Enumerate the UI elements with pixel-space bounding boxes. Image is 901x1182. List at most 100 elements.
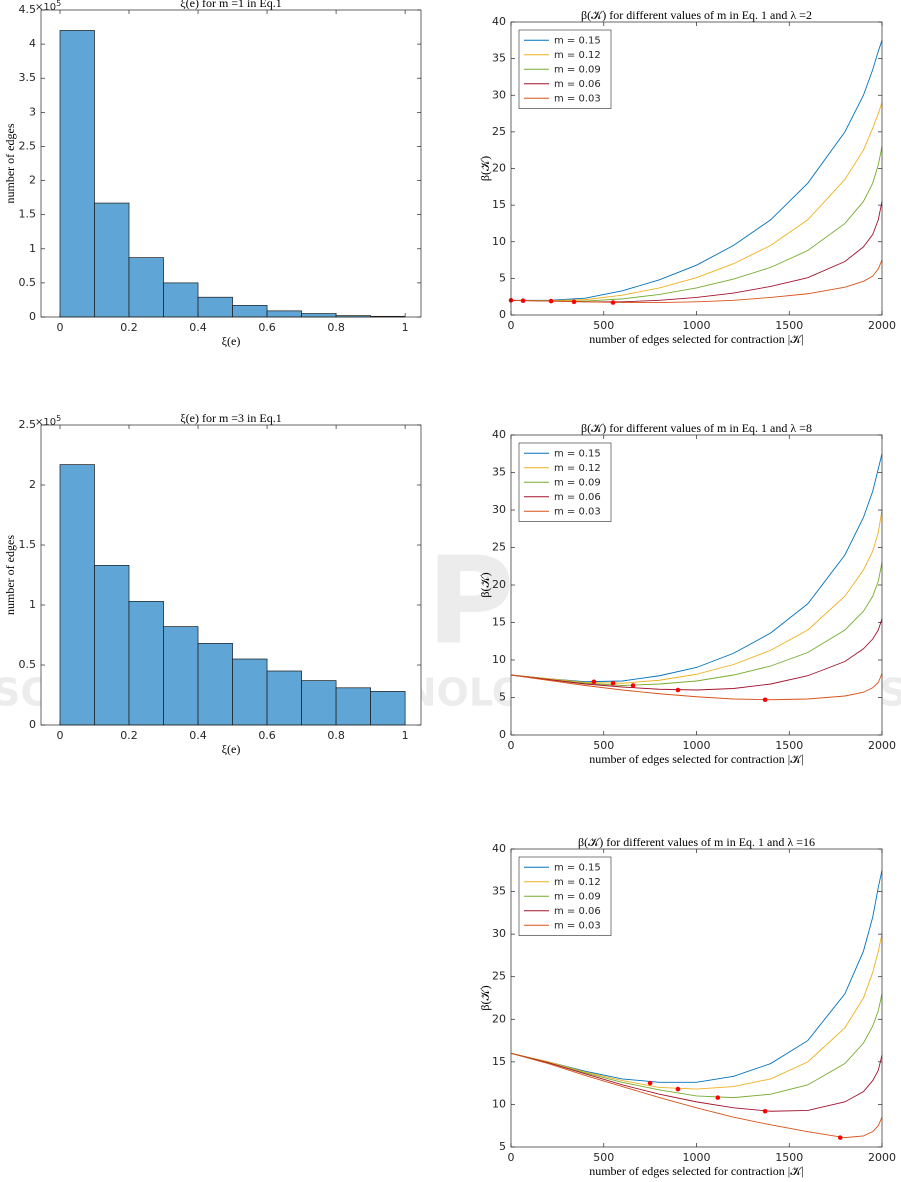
y-tick-label: 1.5 [19,208,37,221]
minimum-marker [647,1080,653,1086]
chart-title: β(𝒦) for different values of m in Eq. 1 … [581,8,812,22]
x-tick-label: 0.8 [327,321,345,334]
x-axis-label: number of edges selected for contraction… [589,1164,804,1178]
y-tick-label: 15 [492,198,506,211]
minimum-marker [675,687,681,693]
chart-title: β(𝒦) for different values of m in Eq. 1 … [581,421,812,435]
y-tick-label: 5 [499,691,506,704]
histogram-bar [301,313,337,318]
histogram-bar [370,691,406,726]
histogram-bar [335,687,371,726]
histogram-bar [163,282,199,318]
y-tick-label: 25 [492,541,506,554]
x-axis-label: ξ(e) [222,742,241,756]
y-tick-label: 40 [492,428,506,441]
legend-label: m = 0.03 [554,506,601,517]
series-line [510,1052,883,1139]
minimum-marker [630,683,636,688]
chart: 0 0.2 0.4 0.6 0.8 1 0 0.5 1 1.5 2 2.5 3 3.5 4 4.5 ξ(e) f… [3,0,422,348]
x-tick-label: 0 [508,1151,515,1164]
histogram-bar [128,257,164,318]
series-line [510,259,883,303]
y-tick-label: 15 [492,1055,506,1068]
minimum-marker [520,298,526,304]
histogram-bar [301,680,337,726]
histogram-bar [163,626,199,726]
chart-title: ξ(e) for m =1 in Eq.1 [180,0,281,10]
x-tick-label: 2000 [868,739,896,752]
y-tick-label: 2 [29,174,36,187]
legend-label: m = 0.03 [554,920,601,931]
legend-label: m = 0.03 [554,93,601,104]
y-tick-label: 4 [29,37,36,50]
y-exponent: 5 [56,414,61,423]
minimum-marker [715,1095,721,1100]
chart-title: β(𝒦) for different values of m in Eq. 1 … [578,835,815,849]
y-tick-label: 0 [29,718,36,731]
chart: m = 0.15 m = 0.12 m = 0.09 m = 0.06 m = 0.03… [478,835,896,1178]
x-tick-label: 500 [593,739,614,752]
x-tick-label: 0.6 [258,321,276,334]
series-line [510,673,883,701]
minimum-marker [548,298,554,304]
x-tick-label: 0.8 [327,729,345,742]
histogram-bar [197,643,233,726]
x-tick-label: 0 [508,319,515,332]
y-tick-label: 2.5 [19,139,37,152]
y-tick-label: 10 [492,235,506,248]
x-tick-label: 2000 [868,1151,896,1164]
minimum-marker [762,697,768,703]
y-tick-label: 0.5 [19,658,37,671]
histogram-bar [232,305,268,318]
minimum-marker [675,1086,681,1092]
y-tick-label: 25 [492,970,506,983]
x-tick-label: 1500 [775,1151,803,1164]
series-line [510,934,883,1090]
x-tick-label: 0 [56,729,63,742]
y-axis-label: β(𝒦) [478,156,492,181]
legend-label: m = 0.06 [554,492,601,503]
series-line [510,453,883,683]
legend-label: m = 0.06 [554,79,601,90]
series-line [510,870,883,1083]
legend-label: m = 0.09 [554,64,601,75]
y-tick-label: 30 [492,88,506,101]
x-tick-label: 0.4 [189,729,207,742]
legend-label: m = 0.06 [554,906,601,917]
y-tick-label: 30 [492,503,506,516]
y-tick-label: 3.5 [19,71,37,84]
x-tick-label: 1500 [775,319,803,332]
x-tick-label: 1 [402,729,409,742]
minimum-marker [762,1108,768,1114]
y-tick-label: 1.5 [19,538,37,551]
series-line [510,102,883,302]
y-tick-label: 10 [492,1097,506,1110]
y-tick-label: 2 [29,478,36,491]
series-line [510,1052,883,1112]
x-tick-label: 500 [593,319,614,332]
x-tick-label: 0.2 [120,321,138,334]
y-tick-label: 1 [29,598,36,611]
y-tick-label: 35 [492,52,506,65]
legend-label: m = 0.09 [554,891,601,902]
y-tick-label: 20 [492,1012,506,1025]
y-tick-label: 25 [492,125,506,138]
x-tick-label: 1500 [775,739,803,752]
histogram-bar [59,464,95,726]
series-line [510,146,883,302]
legend-label: m = 0.15 [554,862,601,873]
chart-title: ξ(e) for m =3 in Eq.1 [180,411,281,425]
y-tick-label: 40 [492,842,506,855]
x-tick-label: 0 [56,321,63,334]
y-tick-label: 30 [492,927,506,940]
x-axis-label: number of edges selected for contraction… [589,332,804,346]
series-line [510,509,883,684]
histogram-bar [232,658,268,726]
legend-label: m = 0.12 [554,50,601,61]
x-tick-label: 0.2 [120,729,138,742]
histogram-bar [128,601,164,726]
histogram-bar [197,296,233,318]
x-axis-label: number of edges selected for contraction… [589,752,804,766]
y-exponent: 5 [56,0,61,8]
